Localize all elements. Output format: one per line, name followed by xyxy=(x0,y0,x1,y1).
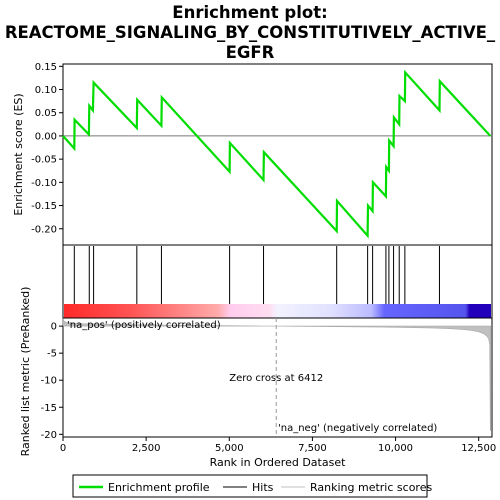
xtick-label: 5,000 xyxy=(215,443,244,454)
xtick-label: 0 xyxy=(60,443,66,454)
es-ytick-label: 0.05 xyxy=(35,108,57,119)
xtick-label: 7,500 xyxy=(298,443,327,454)
rank-ytick-label: -15 xyxy=(41,403,57,414)
es-ytick-label: -0.20 xyxy=(31,224,57,235)
es-ytick-label: -0.15 xyxy=(31,201,57,212)
rank-ytick-label: 0 xyxy=(51,322,57,333)
es-panel: 0.15 0.10 0.05 0.00 -0.05 -0.10 -0.15 -0.20 Enri… xyxy=(12,62,493,246)
legend-box xyxy=(72,474,428,498)
positive-label: 'na_pos' (positively correlated) xyxy=(67,320,221,331)
hits-panel xyxy=(62,244,493,319)
es-ylabel: Enrichment score (ES) xyxy=(12,93,25,215)
rank-ylabel: Ranked list metric (PreRanked) xyxy=(19,287,32,457)
rank-color-bar xyxy=(64,304,491,318)
rank-panel: Zero cross at 6412 'na_pos' (positively c… xyxy=(19,287,496,469)
xtick-label: 12,500 xyxy=(461,443,496,454)
legend: Enrichment profile Hits Ranking metric sco… xyxy=(72,474,432,498)
rank-ytick-label: -20 xyxy=(41,430,57,441)
ranking-metric-area xyxy=(62,318,491,431)
legend-label: Enrichment profile xyxy=(108,481,210,494)
es-ytick-label: -0.10 xyxy=(31,178,57,189)
rank-ytick-label: -10 xyxy=(41,376,57,387)
es-ytick-label: 0.10 xyxy=(35,85,57,96)
zero-cross-label: Zero cross at 6412 xyxy=(229,373,323,384)
xtick-label: 2,500 xyxy=(132,443,161,454)
chart-title-line-2: REACTOME_SIGNALING_BY_CONSTITUTIVELY_ACT… xyxy=(4,23,496,42)
legend-label: Hits xyxy=(252,481,274,494)
xtick-label: 10,000 xyxy=(378,443,413,454)
enrichment-profile-line xyxy=(62,69,492,239)
es-ytick-label: 0.15 xyxy=(35,62,57,73)
negative-label: 'na_neg' (negatively correlated) xyxy=(278,423,437,434)
rank-plot-frame xyxy=(62,317,493,438)
chart-title-line-1: Enrichment plot: xyxy=(172,3,328,22)
rank-xlabel: Rank in Ordered Dataset xyxy=(210,456,347,469)
chart-title-line-3: EGFR xyxy=(225,43,275,62)
legend-label: Ranking metric scores xyxy=(310,481,432,494)
es-plot-frame xyxy=(62,63,493,246)
rank-ytick-label: -5 xyxy=(47,349,57,360)
es-ytick-label: -0.05 xyxy=(31,155,57,166)
es-ytick-label: 0.00 xyxy=(35,131,57,142)
